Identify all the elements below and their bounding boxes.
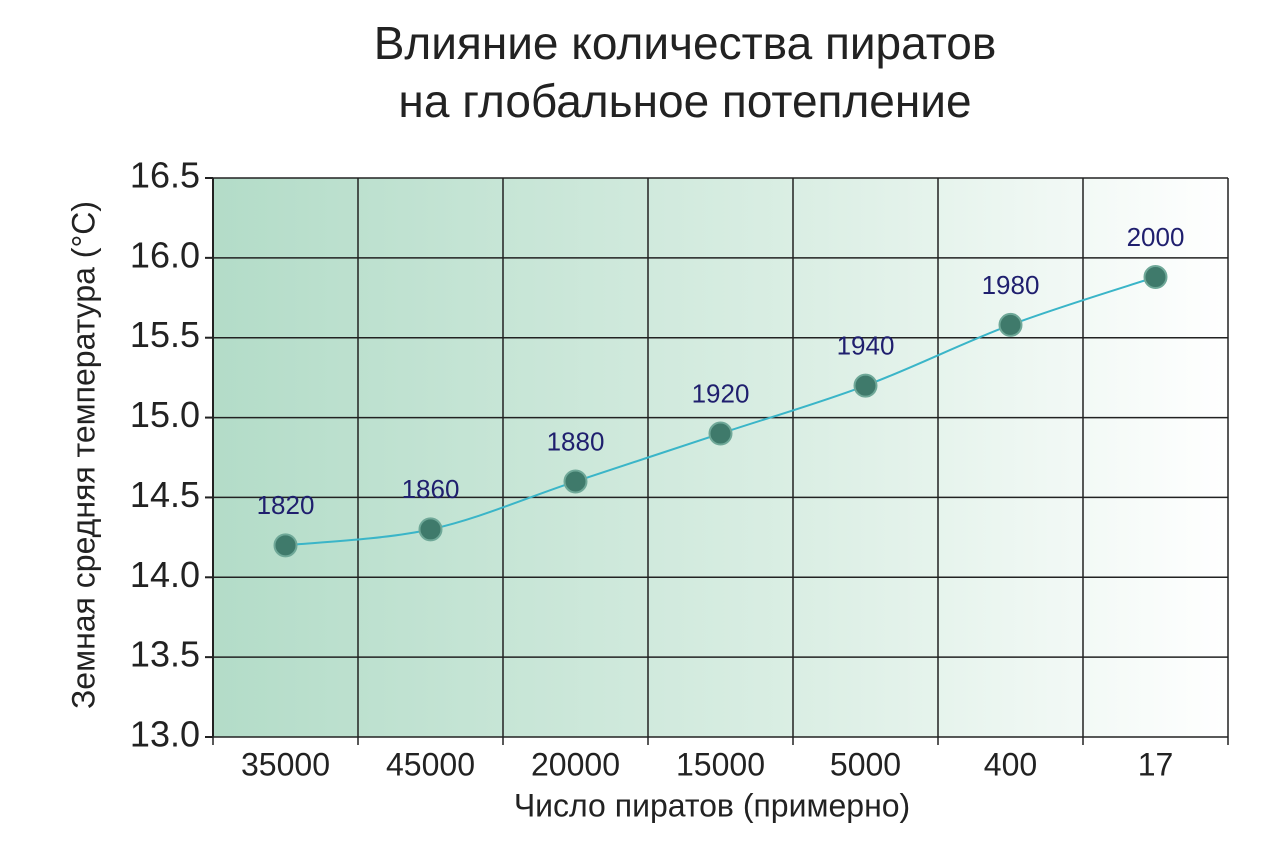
point <box>708 421 733 446</box>
point-label: 1920 <box>692 378 750 408</box>
y-tick-label: 16.5 <box>130 155 200 196</box>
x-tick-label: 45000 <box>386 746 475 782</box>
y-tick-label: 14.0 <box>130 554 200 595</box>
point <box>273 533 298 558</box>
x-axis-label: Число пиратов (примерно) <box>514 787 910 823</box>
point <box>853 373 878 398</box>
point-label: 1860 <box>402 474 460 504</box>
point-label: 2000 <box>1127 222 1185 252</box>
y-tick-label: 16.0 <box>130 234 200 275</box>
point <box>418 517 443 542</box>
x-tick-label: 400 <box>984 746 1037 782</box>
point-label: 1880 <box>547 426 605 456</box>
point <box>998 312 1023 337</box>
y-tick-label: 15.0 <box>130 394 200 435</box>
y-tick-label: 13.5 <box>130 634 200 675</box>
y-tick-label: 14.5 <box>130 474 200 515</box>
y-axis-label: Земная средняя температура (°C) <box>65 201 101 709</box>
x-tick-label: 35000 <box>241 746 330 782</box>
point <box>563 469 588 494</box>
y-tick-label: 15.5 <box>130 314 200 355</box>
point <box>1143 265 1168 290</box>
point-label: 1980 <box>982 270 1040 300</box>
point-label: 1940 <box>837 331 895 361</box>
x-tick-label: 20000 <box>531 746 620 782</box>
chart-title: на глобальное потепление <box>398 75 971 127</box>
x-tick-label: 15000 <box>676 746 765 782</box>
y-tick-label: 13.0 <box>130 714 200 755</box>
point-label: 1820 <box>257 490 315 520</box>
x-tick-label: 5000 <box>830 746 901 782</box>
chart-title: Влияние количества пиратов <box>374 17 997 69</box>
plot-background <box>213 178 1228 737</box>
x-tick-label: 17 <box>1138 746 1174 782</box>
